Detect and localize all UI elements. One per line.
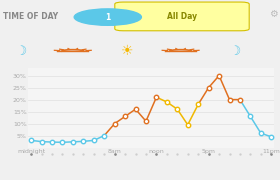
FancyBboxPatch shape bbox=[115, 2, 249, 31]
Text: TIME OF DAY: TIME OF DAY bbox=[3, 12, 58, 21]
Circle shape bbox=[74, 9, 141, 25]
Text: 1: 1 bbox=[105, 13, 110, 22]
Text: ☽: ☽ bbox=[15, 45, 27, 58]
Text: All Day: All Day bbox=[167, 12, 197, 21]
Text: ☀: ☀ bbox=[121, 44, 134, 58]
Text: ⚙: ⚙ bbox=[269, 9, 277, 19]
Text: ☽: ☽ bbox=[230, 45, 241, 58]
